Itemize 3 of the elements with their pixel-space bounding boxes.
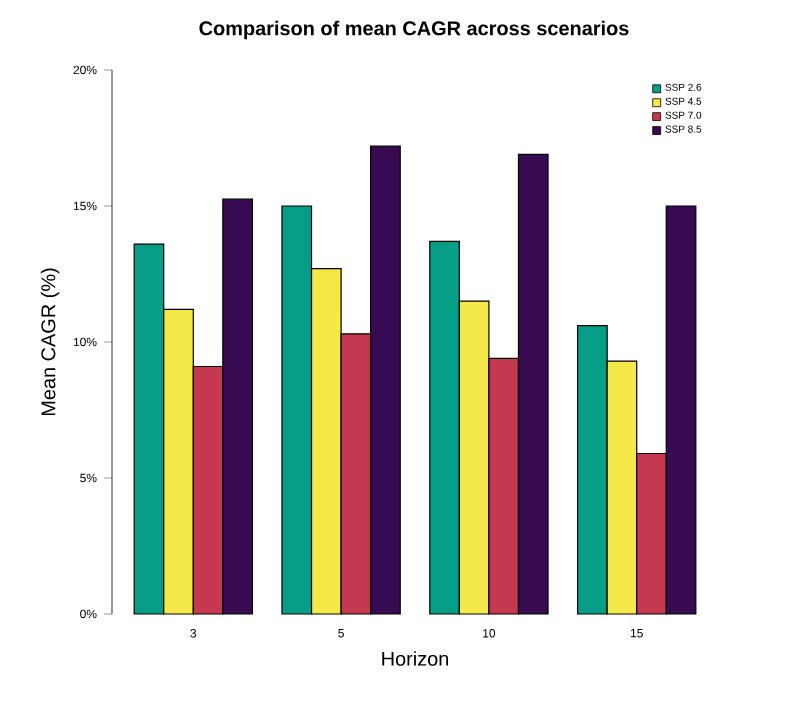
- chart-title: Comparison of mean CAGR across scenarios: [199, 20, 629, 40]
- x-axis-title: Horizon: [382, 651, 449, 666]
- y-axis-title: Mean CAGR (%): [40, 268, 60, 416]
